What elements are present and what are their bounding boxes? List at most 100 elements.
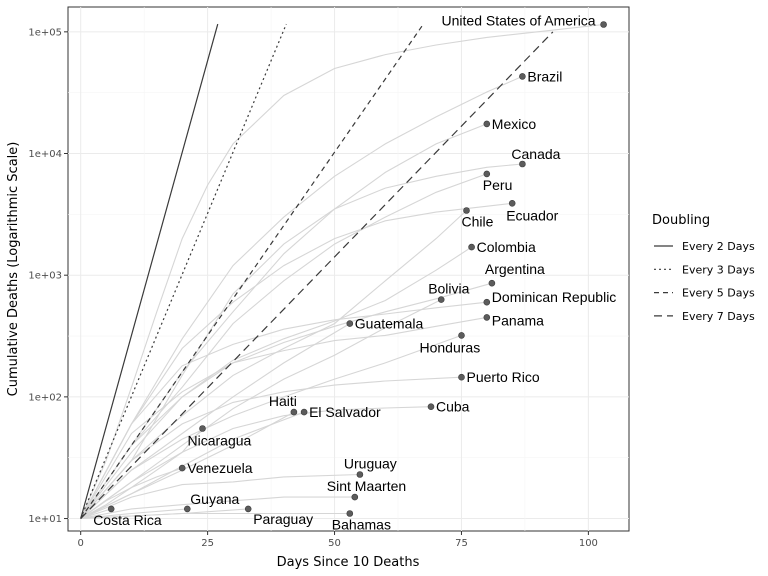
y-tick-label: 1e+04 <box>28 149 62 160</box>
series-line-bolivia <box>80 299 442 519</box>
country-label-canada: Canada <box>511 146 560 162</box>
country-label-guatemala: Guatemala <box>355 316 424 332</box>
country-label-chile: Chile <box>462 214 494 230</box>
series-line-venezuela <box>80 467 183 519</box>
country-label-brazil: Brazil <box>527 68 562 84</box>
country-label-colombia: Colombia <box>477 239 536 255</box>
country-points <box>107 21 607 517</box>
end-point-mexico <box>483 120 491 128</box>
end-point-argentina <box>488 279 496 287</box>
country-label-dominican-republic: Dominican Republic <box>492 289 617 305</box>
country-label-venezuela: Venezuela <box>187 460 253 476</box>
end-point-brazil <box>519 73 526 80</box>
country-label-guyana: Guyana <box>190 491 239 507</box>
series-line-puerto-rico <box>80 376 462 519</box>
country-label-argentina: Argentina <box>485 261 545 277</box>
end-point-honduras <box>458 332 465 339</box>
grid <box>68 7 629 531</box>
end-point-panama <box>483 314 491 321</box>
end-point-costa-rica <box>107 505 115 513</box>
country-label-el-salvador: El Salvador <box>309 404 381 420</box>
end-point-ecuador <box>508 200 516 207</box>
country-label-united-states-of-america: United States of America <box>442 13 596 29</box>
series-line-guyana <box>80 508 188 520</box>
x-tick-label: 25 <box>201 538 214 549</box>
x-tick-label: 100 <box>579 538 598 549</box>
country-label-sint-maarten: Sint Maarten <box>327 478 406 494</box>
end-point-uruguay <box>356 471 364 478</box>
legend-label-every-5-days: Every 5 Days <box>682 287 755 300</box>
y-tick-label: 1e+01 <box>28 514 62 525</box>
country-label-peru: Peru <box>483 177 513 193</box>
end-point-chile <box>463 207 470 214</box>
reference-line-every-5-days <box>80 23 424 519</box>
end-point-sint-maarten <box>351 493 359 501</box>
series-line-peru <box>80 173 487 519</box>
end-point-nicaragua <box>199 425 206 432</box>
reference-line-every-7-days <box>80 31 554 519</box>
series-line-colombia <box>80 246 472 519</box>
country-label-bahamas: Bahamas <box>332 517 391 533</box>
country-label-costa-rica: Costa Rica <box>93 512 162 528</box>
doubling-reference-lines <box>80 23 554 519</box>
end-point-peru <box>483 170 491 178</box>
end-point-paraguay <box>244 505 252 513</box>
legend-title: Doubling <box>652 213 710 228</box>
series-line-bahamas <box>80 512 350 520</box>
x-axis-title: Days Since 10 Deaths <box>277 555 420 570</box>
series-line-ecuador <box>80 202 513 519</box>
end-point-colombia <box>468 243 475 251</box>
series-line-chile <box>80 210 467 519</box>
reference-line-every-2-days <box>80 23 219 519</box>
legend-label-every-3-days: Every 3 Days <box>682 263 755 276</box>
plot-panel <box>67 6 630 532</box>
series-line-sint-maarten <box>80 496 355 520</box>
end-point-guatemala <box>346 320 354 327</box>
reference-line-every-3-days <box>80 23 287 519</box>
axes: 1e+01 1e+02 1e+03 1e+04 1e+05 0 25 50 75 100 <box>28 27 598 549</box>
y-axis-title: Cumulative Deaths (Logarithmic Scale) <box>6 142 21 397</box>
series-line-argentina <box>80 282 493 519</box>
x-tick-label: 75 <box>455 538 468 549</box>
country-label-haiti: Haiti <box>269 393 297 409</box>
end-point-guyana <box>184 505 191 513</box>
x-tick-label: 0 <box>78 538 84 549</box>
end-point-venezuela <box>178 464 186 472</box>
x-tick-label: 50 <box>328 538 341 549</box>
series-line-honduras <box>80 334 462 519</box>
end-point-canada <box>519 160 526 168</box>
end-point-el-salvador <box>300 408 308 416</box>
series-line-canada <box>80 163 523 519</box>
country-label-bolivia: Bolivia <box>428 281 469 297</box>
series-line-nicaragua <box>80 428 203 519</box>
end-point-bahamas <box>346 510 354 517</box>
legend-label-every-2-days: Every 2 Days <box>682 240 755 253</box>
y-tick-label: 1e+03 <box>28 271 62 282</box>
country-lines <box>80 23 604 520</box>
country-label-paraguay: Paraguay <box>253 511 313 527</box>
y-tick-label: 1e+02 <box>28 392 62 403</box>
end-point-cuba <box>427 403 435 411</box>
end-point-puerto-rico <box>458 373 465 381</box>
series-line-cuba <box>80 406 432 519</box>
country-labels: United States of America Brazil Mexico Cana… <box>93 13 616 533</box>
series-line-panama <box>80 316 487 519</box>
country-label-panama: Panama <box>492 312 544 328</box>
country-label-uruguay: Uruguay <box>344 456 397 472</box>
series-line-dominican-republic <box>80 301 487 519</box>
legend-label-every-7-days: Every 7 Days <box>682 310 755 323</box>
end-point-dominican-republic <box>483 298 491 306</box>
legend: Doubling Every 2 Days Every 3 Days Every 5… <box>652 213 755 323</box>
series-line-brazil <box>80 75 523 519</box>
country-label-mexico: Mexico <box>492 116 537 132</box>
end-point-united-states-of-america <box>600 21 607 28</box>
country-label-ecuador: Ecuador <box>506 207 558 223</box>
series-line-uruguay <box>80 473 360 520</box>
y-tick-label: 1e+05 <box>28 27 62 38</box>
end-point-haiti <box>290 408 298 416</box>
end-point-bolivia <box>437 296 445 303</box>
series-line-costa-rica <box>80 508 112 520</box>
country-label-nicaragua: Nicaragua <box>188 433 252 449</box>
country-label-honduras: Honduras <box>420 339 481 355</box>
